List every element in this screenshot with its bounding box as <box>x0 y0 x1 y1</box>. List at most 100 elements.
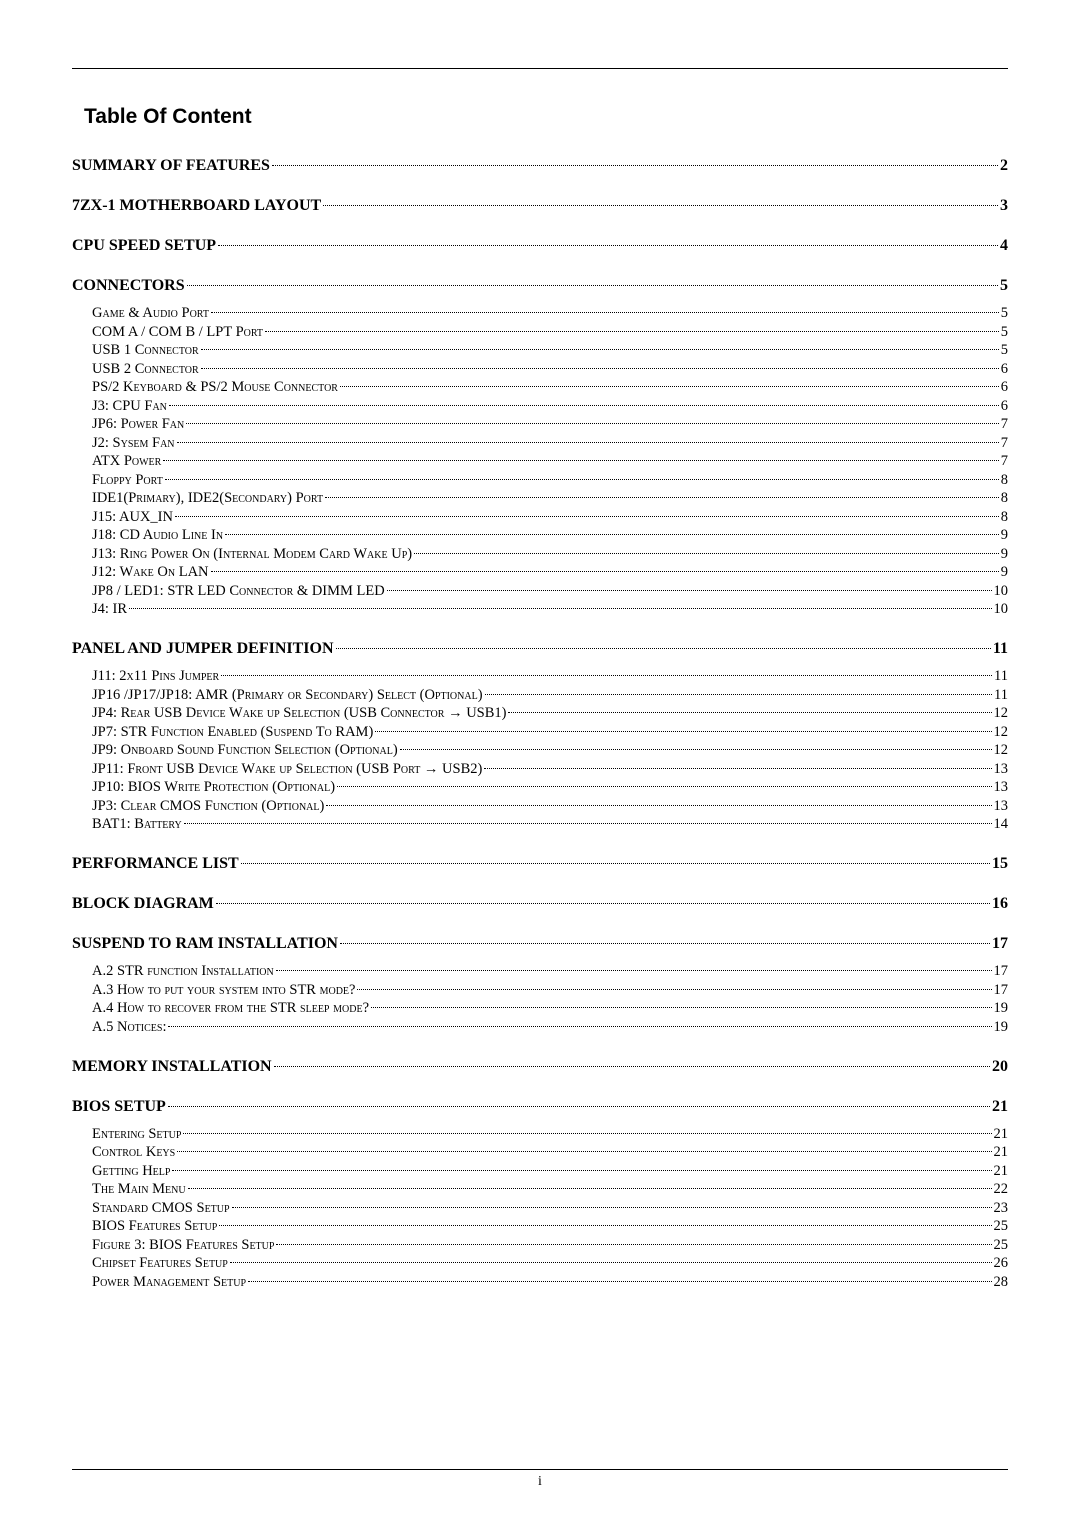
toc-entry[interactable]: BLOCK DIAGRAM16 <box>72 895 1008 913</box>
toc-entry[interactable]: BIOS Features Setup 25 <box>92 1218 1008 1235</box>
toc-leader <box>387 590 992 591</box>
toc-entry[interactable]: J13: Ring Power On (Internal Modem Card … <box>92 546 1008 563</box>
toc-leader <box>165 479 999 480</box>
toc-leader <box>129 608 991 609</box>
toc-entry[interactable]: SUMMARY OF FEATURES2 <box>72 157 1008 175</box>
toc-entry-page: 10 <box>994 601 1009 618</box>
footer: i <box>72 1469 1008 1490</box>
toc-entry-text: Entering Setup <box>92 1126 181 1143</box>
toc-entry[interactable]: Getting Help21 <box>92 1163 1008 1180</box>
toc-entry[interactable]: Power Management Setup28 <box>92 1274 1008 1291</box>
toc-entry[interactable]: J11: 2x11 Pins Jumper11 <box>92 668 1008 685</box>
toc-entry-page: 6 <box>1001 361 1008 378</box>
toc-entry[interactable]: JP8 / LED1: STR LED Connector & DIMM LED… <box>92 583 1008 600</box>
toc-entry[interactable]: JP16 /JP17/JP18: AMR (Primary or Seconda… <box>92 687 1008 704</box>
toc-entry-text: J4: IR <box>92 601 127 618</box>
toc-leader <box>186 423 999 424</box>
toc-entry-page: 13 <box>994 798 1009 815</box>
toc-entry[interactable]: USB 1 Connector 5 <box>92 342 1008 359</box>
toc-entry[interactable]: JP11: Front USB Device Wake up Selection… <box>92 761 1008 778</box>
toc-leader <box>371 1007 991 1008</box>
toc-entry-page: 5 <box>1001 305 1008 322</box>
toc-entry[interactable]: Chipset Features Setup26 <box>92 1255 1008 1272</box>
toc-entry-page: 9 <box>1001 527 1008 544</box>
toc-entry[interactable]: 7ZX-1 MOTHERBOARD LAYOUT3 <box>72 197 1008 215</box>
toc-entry[interactable]: COM A / COM B / LPT Port5 <box>92 324 1008 341</box>
toc-entry-page: 25 <box>994 1218 1009 1235</box>
toc-leader <box>323 205 998 206</box>
toc-entry-page: 7 <box>1001 453 1008 470</box>
toc-entry[interactable]: Floppy Port8 <box>92 472 1008 489</box>
toc-entry[interactable]: Entering Setup21 <box>92 1126 1008 1143</box>
toc-entry[interactable]: BIOS SETUP21 <box>72 1098 1008 1116</box>
toc-entry[interactable]: MEMORY INSTALLATION20 <box>72 1058 1008 1076</box>
toc-leader <box>183 1133 991 1134</box>
toc-entry-text: A.2 STR function Installation <box>92 963 274 980</box>
toc-entry[interactable]: IDE1(Primary), IDE2(Secondary) Port8 <box>92 490 1008 507</box>
toc-entry-text: JP3: Clear CMOS Function (Optional) <box>92 798 324 815</box>
toc-entry[interactable]: J12: Wake On LAN9 <box>92 564 1008 581</box>
toc-entry[interactable]: JP10: BIOS Write Protection (Optional)13 <box>92 779 1008 796</box>
toc-entry[interactable]: Figure 3: BIOS Features Setup25 <box>92 1237 1008 1254</box>
toc-entry-page: 5 <box>1001 342 1008 359</box>
toc-leader <box>340 386 999 387</box>
toc-entry-text: J2: Sysem Fan <box>92 435 175 452</box>
toc-entry-text: JP6: Power Fan <box>92 416 184 433</box>
toc-entry[interactable]: J15: AUX_IN8 <box>92 509 1008 526</box>
toc-entry[interactable]: JP9: Onboard Sound Function Selection (O… <box>92 742 1008 759</box>
toc-entry-text: IDE1(Primary), IDE2(Secondary) Port <box>92 490 323 507</box>
toc-entry[interactable]: PS/2 Keyboard & PS/2 Mouse Connector6 <box>92 379 1008 396</box>
toc-entry[interactable]: CPU SPEED SETUP4 <box>72 237 1008 255</box>
toc-entry[interactable]: JP4: Rear USB Device Wake up Selection (… <box>92 705 1008 722</box>
toc-entry[interactable]: Standard CMOS Setup23 <box>92 1200 1008 1217</box>
toc-leader <box>400 749 992 750</box>
toc-entry[interactable]: A.3 How to put your system into STR mode… <box>92 982 1008 999</box>
toc-entry[interactable]: The Main Menu22 <box>92 1181 1008 1198</box>
toc-entry[interactable]: SUSPEND TO RAM INSTALLATION17 <box>72 935 1008 953</box>
toc-entry-text: USB 1 Connector <box>92 342 199 359</box>
toc-entry[interactable]: J2: Sysem Fan7 <box>92 435 1008 452</box>
toc-entry[interactable]: CONNECTORS5 <box>72 277 1008 295</box>
toc-entry[interactable]: Game & Audio Port 5 <box>92 305 1008 322</box>
toc-leader <box>265 331 999 332</box>
toc-entry[interactable]: A.5 Notices:19 <box>92 1019 1008 1036</box>
toc-entry-text: ATX Power <box>92 453 161 470</box>
toc-entry[interactable]: JP3: Clear CMOS Function (Optional) 13 <box>92 798 1008 815</box>
toc-leader <box>184 823 992 824</box>
footer-rule <box>72 1469 1008 1470</box>
toc-entry[interactable]: USB 2 Connector6 <box>92 361 1008 378</box>
toc-entry[interactable]: BAT1: Battery14 <box>92 816 1008 833</box>
toc-leader <box>225 534 999 535</box>
toc-entry-page: 7 <box>1001 416 1008 433</box>
toc-entry[interactable]: JP6: Power Fan 7 <box>92 416 1008 433</box>
toc-entry-text: Game & Audio Port <box>92 305 209 322</box>
toc-entry-text: BIOS Features Setup <box>92 1218 217 1235</box>
toc-leader <box>169 405 999 406</box>
toc-leader <box>230 1262 992 1263</box>
toc-entry[interactable]: PERFORMANCE LIST15 <box>72 855 1008 873</box>
toc-leader <box>188 1188 992 1189</box>
toc-entry[interactable]: J18: CD Audio Line In9 <box>92 527 1008 544</box>
toc-entry-text: Getting Help <box>92 1163 170 1180</box>
toc-entry-page: 21 <box>992 1098 1008 1116</box>
toc-entry-text: BAT1: Battery <box>92 816 182 833</box>
toc-entry[interactable]: A.2 STR function Installation 17 <box>92 963 1008 980</box>
toc-entry[interactable]: A.4 How to recover from the STR sleep mo… <box>92 1000 1008 1017</box>
toc-entry-text: CONNECTORS <box>72 277 185 295</box>
toc-leader <box>168 1026 991 1027</box>
toc-entry-text: J11: 2x11 Pins Jumper <box>92 668 219 685</box>
toc-entry-page: 17 <box>994 963 1009 980</box>
toc-entry[interactable]: ATX Power 7 <box>92 453 1008 470</box>
toc-leader <box>187 285 998 286</box>
toc-entry-text: A.5 Notices: <box>92 1019 166 1036</box>
toc-entry[interactable]: Control Keys21 <box>92 1144 1008 1161</box>
toc-entry[interactable]: J4: IR 10 <box>92 601 1008 618</box>
toc-entry-page: 23 <box>994 1200 1009 1217</box>
toc-entry[interactable]: JP7: STR Function Enabled (Suspend To RA… <box>92 724 1008 741</box>
toc-entry-text: COM A / COM B / LPT Port <box>92 324 263 341</box>
toc-entry-text: A.4 How to recover from the STR sleep mo… <box>92 1000 369 1017</box>
toc-leader <box>201 368 999 369</box>
toc-entry-text: The Main Menu <box>92 1181 186 1198</box>
toc-entry[interactable]: PANEL AND JUMPER DEFINITION11 <box>72 640 1008 658</box>
toc-entry[interactable]: J3: CPU Fan6 <box>92 398 1008 415</box>
